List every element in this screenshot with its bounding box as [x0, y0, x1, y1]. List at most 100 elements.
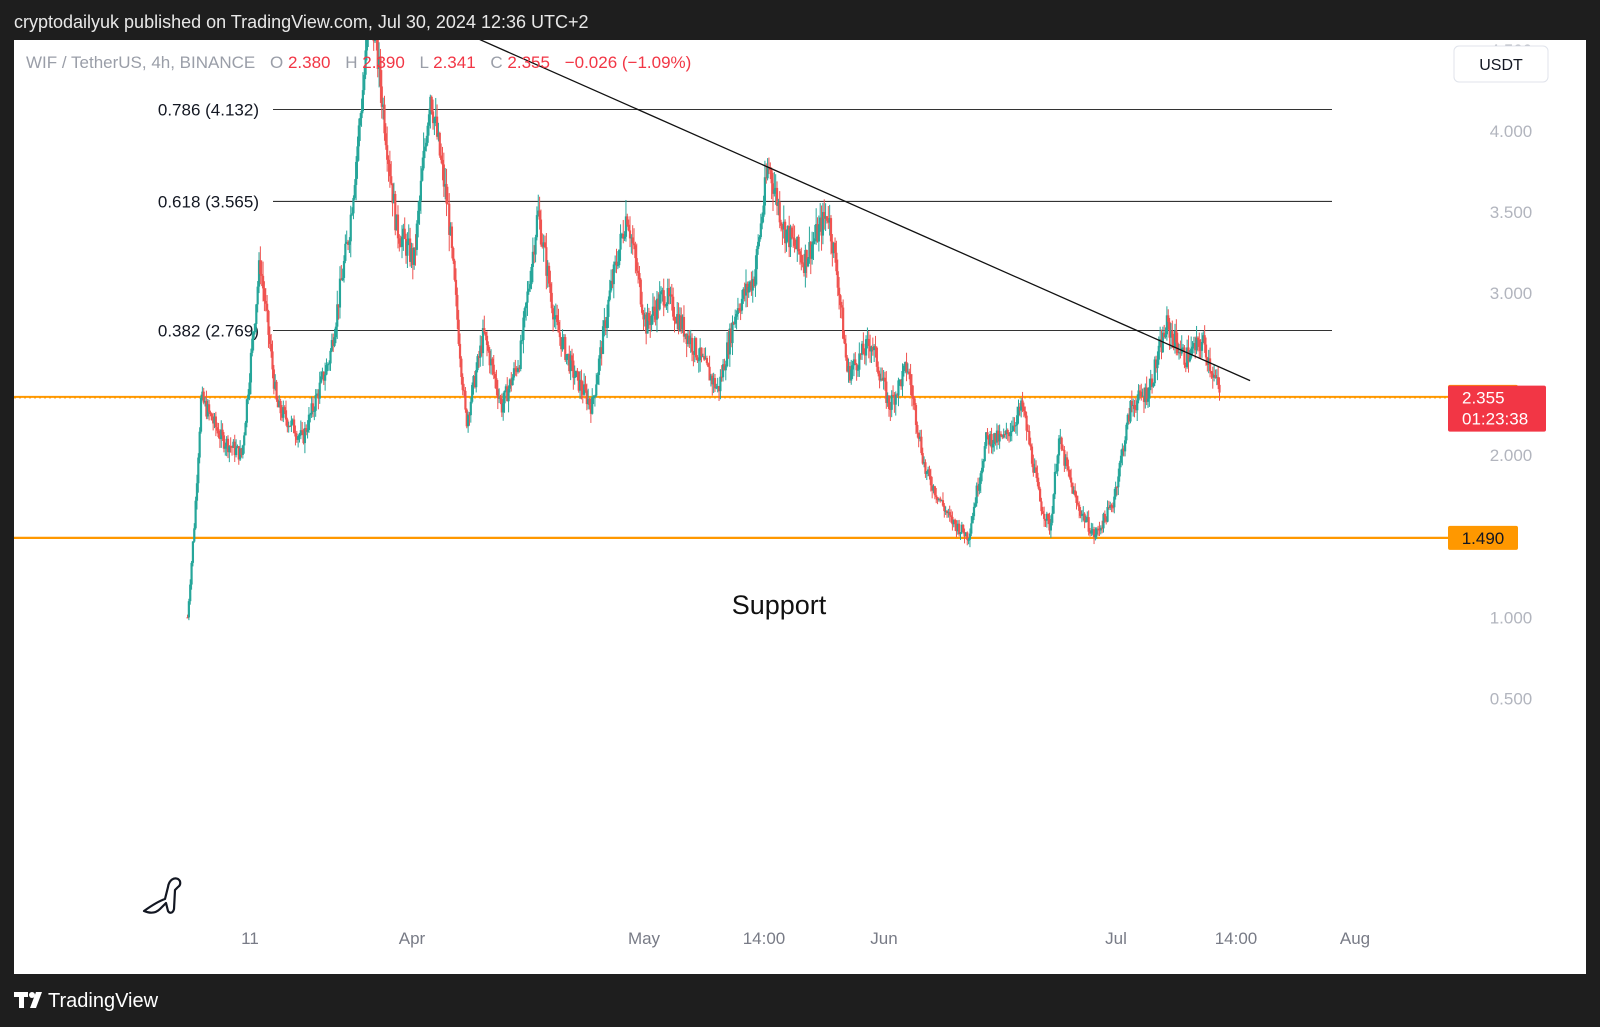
candle: [249, 348, 253, 395]
candle: [740, 289, 744, 315]
candle: [1123, 436, 1127, 457]
candle: [805, 249, 808, 278]
candle-body: [464, 390, 467, 410]
candle: [535, 206, 539, 241]
candle: [766, 158, 769, 181]
candle-body: [1117, 476, 1120, 488]
candle: [253, 322, 257, 335]
candle-body: [1012, 425, 1015, 432]
candle-body: [580, 379, 583, 391]
candle-body: [990, 433, 993, 448]
candle: [949, 509, 953, 523]
candle-body: [952, 519, 955, 525]
candle-body: [980, 467, 984, 474]
candle-body: [1026, 430, 1030, 432]
candle-body: [1044, 518, 1047, 521]
currency-button[interactable]: USDT: [1453, 45, 1549, 83]
candle-body: [651, 306, 655, 316]
candle-body: [751, 278, 754, 291]
candle: [266, 295, 269, 323]
candle: [1164, 327, 1167, 339]
candle: [1172, 333, 1175, 351]
candle: [611, 269, 614, 289]
price-chart[interactable]: 0.786 (4.132)0.618 (3.565)0.382 (2.769) …: [14, 40, 1586, 974]
candle: [952, 519, 955, 528]
candle-body: [643, 314, 646, 320]
candle-body: [283, 407, 286, 411]
candle: [1098, 521, 1101, 537]
candle: [507, 385, 510, 413]
candle: [203, 397, 207, 407]
candle-body: [530, 266, 533, 285]
candle: [713, 373, 717, 392]
candle-body: [247, 394, 250, 400]
candle: [1041, 506, 1044, 515]
candle-body: [545, 247, 548, 276]
candle: [1079, 506, 1082, 519]
candle: [522, 311, 525, 354]
candle: [790, 225, 793, 240]
candle-body: [589, 404, 592, 414]
y-tick-label: 2.000: [1490, 446, 1533, 465]
candle-body: [891, 394, 895, 396]
candle: [797, 234, 800, 255]
candle: [900, 378, 903, 390]
candlestick-series: [186, 40, 1221, 621]
candle-body: [1071, 482, 1074, 494]
candle: [770, 167, 773, 200]
candle: [1080, 509, 1084, 523]
candle-body: [194, 500, 197, 529]
candle-body: [418, 200, 421, 211]
candle: [906, 363, 909, 375]
candle-body: [557, 322, 560, 333]
candle: [380, 70, 383, 119]
candle: [1184, 362, 1187, 373]
candle-body: [781, 225, 784, 230]
candle-body: [669, 294, 672, 297]
candle: [654, 300, 657, 326]
candle: [578, 370, 582, 399]
candle-body: [315, 393, 319, 396]
candle: [591, 388, 594, 415]
candle-body: [454, 279, 458, 295]
candle-body: [680, 315, 683, 330]
candle: [974, 497, 977, 508]
candle: [1191, 341, 1194, 355]
chart-panel[interactable]: 0.786 (4.132) 0.618 (3.565) 0.382 (2.769) …: [14, 40, 1586, 974]
candle-body: [999, 433, 1003, 435]
candle: [225, 436, 228, 457]
candle-body: [1121, 448, 1124, 456]
candle: [523, 306, 526, 328]
candle: [773, 171, 776, 197]
candle-body: [605, 316, 609, 329]
candle: [529, 270, 532, 293]
candle-body: [839, 295, 842, 306]
candle: [1096, 525, 1100, 536]
candle: [514, 359, 517, 376]
candle-body: [1213, 375, 1216, 378]
candle-body: [917, 432, 920, 439]
candle: [882, 370, 885, 390]
candle: [604, 316, 607, 336]
candle: [475, 362, 478, 393]
candle-body: [1068, 470, 1071, 478]
candle-body: [259, 260, 262, 275]
candle-body: [688, 335, 691, 345]
candle-body: [319, 376, 323, 383]
candle: [851, 360, 854, 379]
candle-body: [790, 227, 793, 238]
candle-body: [346, 241, 350, 245]
candle: [572, 353, 575, 390]
candle: [263, 281, 266, 312]
candle: [568, 345, 571, 374]
candle: [206, 399, 209, 420]
candle-body: [365, 40, 369, 51]
candle-body: [654, 311, 657, 320]
candle-body: [887, 395, 891, 409]
candle: [703, 347, 706, 361]
candle-body: [645, 314, 648, 334]
candle: [825, 216, 829, 224]
candle-body: [765, 177, 768, 179]
candle-body: [886, 395, 889, 404]
candle: [941, 492, 945, 507]
